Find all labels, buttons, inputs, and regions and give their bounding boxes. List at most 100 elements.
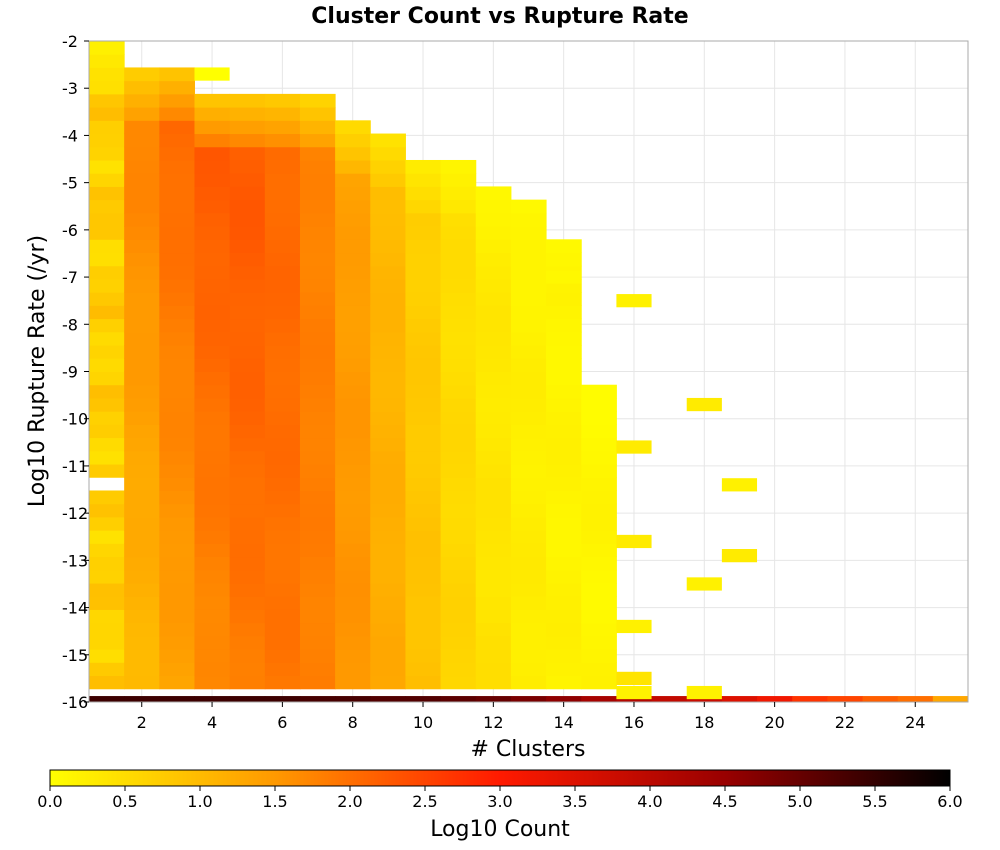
heatmap-cell-base [757, 696, 793, 702]
heatmap-cell [159, 239, 195, 254]
heatmap-cell [299, 199, 336, 214]
heatmap-cell [335, 437, 371, 452]
heatmap-cell [581, 622, 617, 637]
heatmap-cell [510, 609, 547, 624]
heatmap-cell [124, 371, 160, 386]
heatmap-cell [335, 278, 371, 293]
heatmap-cell [89, 530, 125, 544]
heatmap-cell [124, 384, 160, 399]
heatmap-cell [475, 411, 512, 425]
heatmap-cell [229, 569, 266, 584]
heatmap-cell [440, 609, 477, 624]
heatmap-cell [264, 133, 301, 148]
heatmap-cell [229, 384, 266, 399]
heatmap-cell [89, 173, 125, 187]
heatmap-cell [546, 437, 582, 452]
heatmap-cell [264, 345, 301, 359]
heatmap-cell [405, 265, 442, 280]
heatmap-cell [89, 596, 125, 610]
heatmap-cell [124, 397, 160, 412]
heatmap-cell [581, 437, 617, 452]
colorbar-tick-label: 1.5 [262, 792, 287, 811]
heatmap-cell [440, 226, 477, 240]
y-axis-ticks: -2 -3 -4 -5 -6 -7 -8 -9 -10 -11 -12 -13 -14 -15 -16 [62, 32, 89, 712]
heatmap-cell [229, 133, 266, 148]
heatmap-cell [370, 635, 406, 650]
heatmap-cell [159, 516, 195, 531]
heatmap-cell [335, 424, 371, 439]
heatmap-cell [299, 358, 336, 372]
heatmap-cell [581, 516, 617, 531]
heatmap-cell-base [335, 696, 371, 702]
heatmap-cell [194, 530, 231, 544]
heatmap-cell-base [651, 696, 688, 702]
heatmap-cell [89, 543, 125, 558]
heatmap-cell [370, 252, 406, 267]
heatmap-cell [89, 199, 125, 214]
y-tick-label: -2 [62, 32, 78, 51]
heatmap-cell [335, 649, 371, 663]
heatmap-cell [299, 424, 336, 439]
heatmap-cell [475, 649, 512, 663]
heatmap-cell [581, 384, 617, 399]
heatmap-cell [194, 622, 231, 637]
heatmap-cell [194, 186, 231, 201]
heatmap-cell [229, 278, 266, 293]
heatmap-cell [124, 609, 160, 624]
heatmap-cell [335, 464, 371, 478]
heatmap-cell [194, 450, 231, 465]
heatmap-cell [370, 543, 406, 558]
heatmap-cell [335, 252, 371, 267]
heatmap-cell [89, 622, 125, 637]
heatmap-cell [440, 503, 477, 518]
heatmap-cell [370, 622, 406, 637]
heatmap-cell [194, 292, 231, 306]
heatmap-cell [510, 477, 547, 491]
heatmap-cell [89, 345, 125, 359]
heatmap-cell [299, 450, 336, 465]
heatmap-cell [370, 450, 406, 465]
heatmap-cell [299, 186, 336, 201]
heatmap-cell [89, 54, 125, 68]
heatmap-cell [229, 265, 266, 280]
heatmap-cell [159, 305, 195, 320]
heatmap-cell [475, 424, 512, 439]
heatmap-cell-sparse [686, 685, 722, 700]
heatmap-cell [124, 583, 160, 597]
heatmap-cell [475, 397, 512, 412]
heatmap-cell [370, 146, 406, 161]
heatmap-cell [370, 490, 406, 505]
heatmap-cell [510, 503, 547, 518]
heatmap-cell [194, 173, 231, 187]
heatmap-cell [546, 662, 582, 677]
heatmap-cell [475, 437, 512, 452]
heatmap-cell [405, 278, 442, 293]
heatmap-cell [510, 569, 547, 584]
heatmap-cell [546, 622, 582, 637]
heatmap-cell [510, 411, 547, 425]
heatmap-cell [370, 358, 406, 372]
heatmap-cell [229, 596, 266, 610]
heatmap-cell [299, 490, 336, 505]
x-tick-label: 16 [624, 713, 644, 732]
colorbar [49, 769, 951, 787]
heatmap-cell [124, 173, 160, 187]
heatmap-cell [405, 530, 442, 544]
heatmap-cell [475, 464, 512, 478]
heatmap-cell [229, 675, 266, 690]
heatmap-cell [159, 318, 195, 333]
colorbar-tick-label: 4.0 [637, 792, 662, 811]
heatmap-cell [299, 583, 336, 597]
heatmap-cell [89, 424, 125, 439]
heatmap-cell [335, 662, 371, 677]
heatmap-cell [335, 226, 371, 240]
heatmap-cell [440, 516, 477, 531]
heatmap-cell [405, 292, 442, 306]
heatmap-cell [475, 305, 512, 320]
heatmap-cell [89, 649, 125, 663]
heatmap-cell [264, 93, 301, 108]
heatmap-cell [405, 424, 442, 439]
heatmap-cell [194, 662, 231, 677]
heatmap-cell [370, 305, 406, 320]
heatmap-cell [264, 318, 301, 333]
